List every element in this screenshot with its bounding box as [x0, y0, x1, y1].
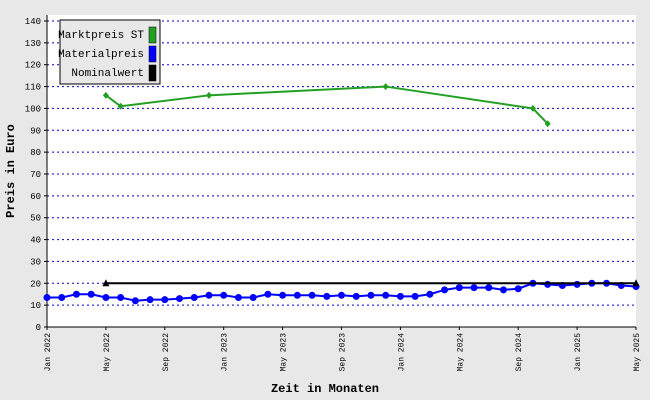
- y-axis-label: Preis in Euro: [4, 124, 18, 218]
- data-point: [279, 291, 287, 299]
- data-point: [441, 286, 449, 294]
- data-point: [102, 279, 110, 287]
- data-point: [470, 284, 478, 292]
- legend-label: Marktpreis ST: [58, 30, 144, 42]
- data-point: [382, 291, 390, 299]
- y-tick-label: 40: [30, 236, 41, 246]
- data-point: [455, 284, 463, 292]
- x-tick-label: May 2022: [103, 333, 112, 372]
- x-tick-label: Jan 2023: [221, 333, 230, 372]
- data-point: [205, 91, 212, 99]
- data-point: [426, 290, 434, 298]
- y-tick-label: 50: [30, 214, 41, 224]
- x-tick-label: Jan 2024: [397, 333, 406, 372]
- legend-swatch: [148, 26, 157, 44]
- data-point: [293, 291, 301, 299]
- data-point: [544, 280, 552, 288]
- legend-swatch: [148, 45, 157, 63]
- y-tick-label: 70: [30, 170, 41, 180]
- data-point: [323, 292, 331, 300]
- data-point: [234, 293, 242, 301]
- data-point: [190, 293, 198, 301]
- data-point: [117, 102, 124, 110]
- data-point: [249, 293, 257, 301]
- y-tick-label: 100: [25, 104, 41, 114]
- x-tick-label: Sep 2024: [515, 333, 524, 372]
- x-tick-label: Jan 2022: [44, 333, 53, 372]
- data-point: [58, 293, 66, 301]
- data-point: [205, 291, 213, 299]
- series-line: [105, 85, 549, 125]
- data-point: [87, 290, 95, 298]
- y-tick-label: 60: [30, 192, 41, 202]
- y-tick-label: 10: [30, 301, 41, 311]
- legend-box: [59, 19, 161, 85]
- x-tick-label: Sep 2022: [162, 333, 171, 372]
- data-point: [632, 279, 640, 287]
- y-tick-label: 140: [25, 17, 41, 27]
- x-tick-label: Sep 2023: [339, 333, 348, 372]
- x-tick-label: May 2024: [456, 333, 465, 372]
- y-tick-label: 90: [30, 126, 41, 136]
- data-point: [102, 293, 110, 301]
- y-tick-label: 120: [25, 61, 41, 71]
- data-point: [264, 290, 272, 298]
- y-tick-label: 20: [30, 279, 41, 289]
- data-point: [485, 284, 493, 292]
- y-tick-label: 0: [36, 323, 41, 333]
- x-tick-label: May 2025: [633, 333, 642, 372]
- data-point: [382, 83, 389, 91]
- x-tick-label: Jan 2025: [574, 333, 583, 372]
- data-point: [338, 291, 345, 299]
- x-axis-label: Zeit in Monaten: [271, 382, 379, 396]
- data-point: [411, 292, 419, 300]
- data-point: [352, 292, 360, 300]
- data-point: [573, 280, 581, 288]
- data-point: [131, 297, 139, 305]
- data-point: [396, 292, 404, 300]
- y-tick-label: 30: [30, 257, 41, 267]
- x-tick-label: May 2023: [280, 333, 289, 372]
- data-point: [499, 286, 507, 294]
- y-tick-label: 80: [30, 148, 41, 158]
- y-tick-label: 110: [25, 83, 41, 93]
- legend-label: Nominalwert: [71, 68, 144, 80]
- legend-label: Materialpreis: [58, 49, 144, 61]
- y-tick-label: 130: [25, 39, 41, 49]
- data-point: [308, 291, 316, 299]
- data-point: [146, 296, 154, 304]
- data-point: [161, 296, 169, 304]
- data-point: [102, 91, 109, 99]
- legend-swatch: [148, 64, 157, 82]
- data-point: [43, 293, 51, 301]
- data-point: [117, 293, 125, 301]
- data-point: [72, 290, 80, 298]
- data-point: [176, 295, 184, 303]
- data-point: [529, 104, 536, 112]
- data-point: [220, 291, 228, 299]
- data-point: [544, 120, 551, 128]
- data-point: [367, 291, 375, 299]
- data-point: [514, 285, 522, 293]
